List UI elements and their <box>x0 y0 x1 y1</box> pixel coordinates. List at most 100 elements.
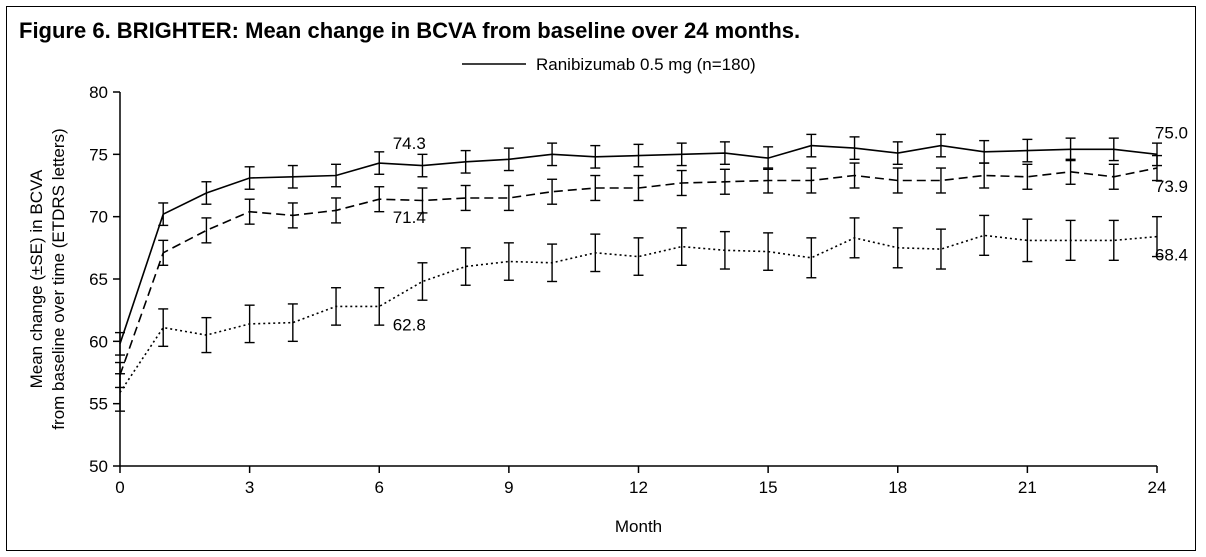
error-bar <box>633 174 644 202</box>
error-bar <box>719 141 730 166</box>
error-bar <box>417 153 428 178</box>
error-bar <box>547 243 558 283</box>
error-bar <box>1108 219 1119 261</box>
error-bar <box>1022 138 1033 163</box>
error-bar <box>201 316 212 354</box>
error-bar <box>935 228 946 270</box>
error-bar <box>1108 137 1119 162</box>
error-bar <box>374 151 385 175</box>
error-bar <box>892 141 903 166</box>
y-tick-label: 80 <box>89 83 108 102</box>
error-bar <box>417 187 428 214</box>
y-axis-label: from baseline over time (ETDRS letters) <box>49 128 68 429</box>
error-bar <box>331 197 342 224</box>
error-bar <box>1152 154 1162 182</box>
figure-title: Figure 6. BRIGHTER: Mean change in BCVA … <box>19 18 801 43</box>
x-tick-label: 21 <box>1018 478 1037 497</box>
data-label: 75.0 <box>1155 123 1188 142</box>
data-label: 73.9 <box>1155 177 1188 196</box>
error-bar <box>244 198 255 225</box>
error-bar <box>417 262 428 301</box>
legend: Ranibizumab 0.5 mg (n=180) <box>462 55 756 74</box>
error-bar <box>590 144 601 169</box>
error-bar <box>676 142 687 167</box>
error-bar <box>849 162 860 189</box>
error-bar <box>1022 218 1033 263</box>
data-label: 74.3 <box>393 134 426 153</box>
error-bar <box>806 167 817 194</box>
error-bar <box>287 303 298 343</box>
error-bar <box>806 133 817 158</box>
labels-layer: 74.3 71.4 62.8 75.0 73.9 68.4 <box>393 123 1188 334</box>
x-tick-label: 15 <box>759 478 778 497</box>
error-bar <box>503 184 514 212</box>
error-bar <box>287 164 298 189</box>
x-tick-label: 0 <box>115 478 124 497</box>
error-bar <box>633 237 644 276</box>
data-label: 68.4 <box>1155 246 1188 265</box>
data-label: 71.4 <box>393 208 426 227</box>
error-bar <box>1152 215 1162 258</box>
error-bar <box>115 373 125 412</box>
error-bar <box>503 242 514 281</box>
error-bar <box>244 304 255 344</box>
series-dashed <box>115 154 1162 389</box>
y-tick-label: 60 <box>89 332 108 351</box>
error-bar <box>590 174 601 202</box>
series-solid <box>115 133 1162 356</box>
error-bar <box>590 233 601 273</box>
x-tick-label: 24 <box>1148 478 1167 497</box>
x-tick-label: 3 <box>245 478 254 497</box>
error-bar <box>806 237 817 279</box>
error-bar <box>503 147 514 172</box>
error-bar <box>719 230 730 270</box>
error-bar <box>374 186 385 213</box>
series-layer <box>115 133 1162 412</box>
y-tick-label: 70 <box>89 208 108 227</box>
error-bar <box>979 214 990 257</box>
error-bar <box>460 184 471 212</box>
y-tick-label: 75 <box>89 145 108 164</box>
error-bar <box>547 142 558 167</box>
y-tick-label: 65 <box>89 270 108 289</box>
error-bar <box>979 162 990 189</box>
y-tick-label: 50 <box>89 457 108 476</box>
error-bar <box>287 202 298 229</box>
error-bar <box>935 167 946 194</box>
error-bar <box>201 217 212 244</box>
error-bar <box>633 143 644 168</box>
error-bar <box>244 166 255 190</box>
error-bar <box>158 202 169 227</box>
error-bar <box>676 227 687 266</box>
y-tick-label: 55 <box>89 395 108 414</box>
error-bar <box>719 168 730 195</box>
error-bar <box>547 178 558 205</box>
data-label: 62.8 <box>393 315 426 334</box>
error-bar <box>763 167 774 194</box>
figure-frame <box>6 6 1196 551</box>
error-bar <box>460 247 471 286</box>
error-bar <box>201 181 212 205</box>
series-dotted <box>115 214 1162 412</box>
error-bar <box>1065 219 1076 261</box>
error-bar <box>676 169 687 197</box>
error-bar <box>1022 163 1033 190</box>
error-bar <box>1065 158 1076 185</box>
error-bar <box>1108 163 1119 190</box>
x-tick-label: 12 <box>629 478 648 497</box>
error-bar <box>158 239 169 266</box>
error-bar <box>331 163 342 188</box>
error-bar <box>935 133 946 158</box>
error-bar <box>892 167 903 194</box>
error-bar <box>849 136 860 161</box>
x-tick-label: 6 <box>375 478 384 497</box>
y-axis-label: Mean change (±SE) in BCVA <box>27 169 46 388</box>
x-tick-label: 18 <box>888 478 907 497</box>
error-bar <box>460 149 471 174</box>
error-bar <box>892 227 903 269</box>
x-tick-label: 9 <box>504 478 513 497</box>
legend-label: Ranibizumab 0.5 mg (n=180) <box>536 55 756 74</box>
axes: 50 55 60 65 70 75 80 0 3 6 9 12 15 18 21 24 Month Mean ch… <box>27 83 1166 536</box>
error-bar <box>374 287 385 326</box>
